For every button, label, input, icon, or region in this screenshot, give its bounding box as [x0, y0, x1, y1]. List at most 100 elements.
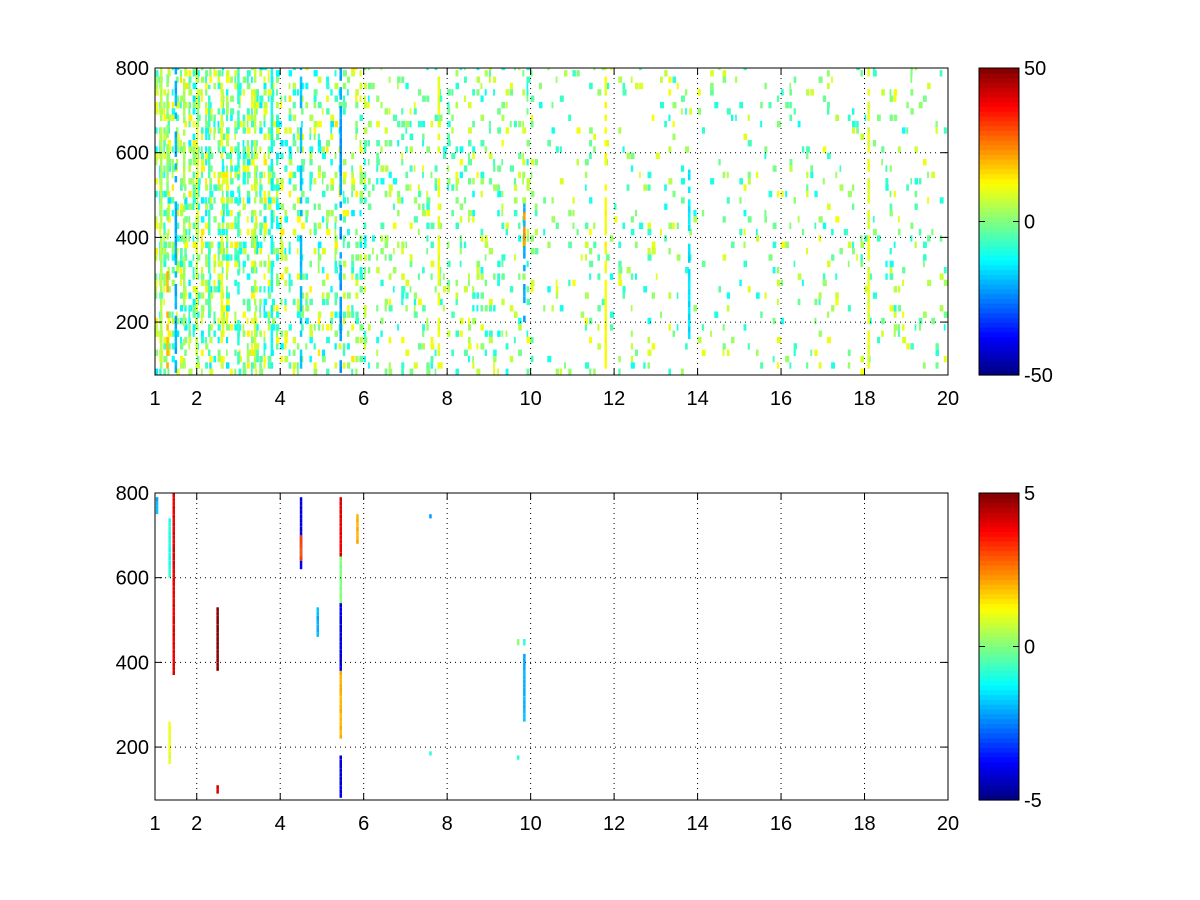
heatmap-cell [472, 209, 475, 217]
heatmap-cell [171, 114, 175, 121]
heatmap-column-cell [174, 112, 178, 119]
heatmap-cell [372, 184, 375, 191]
heatmap-cell [355, 292, 359, 299]
heatmap-cell [668, 146, 672, 153]
heatmap-column-cell [688, 326, 691, 333]
heatmap-cell [434, 349, 437, 356]
heatmap-cell [630, 305, 633, 312]
heatmap-cell [292, 228, 297, 236]
heatmap-cell [342, 101, 347, 109]
heatmap-column-cell [166, 106, 169, 113]
y-tick-label: 200 [116, 737, 149, 759]
heatmap-column-cell [688, 256, 691, 263]
heatmap-cell [589, 82, 593, 90]
heatmap-cell [255, 140, 258, 147]
heatmap-cell [668, 248, 671, 255]
heatmap-column-cell [174, 131, 178, 138]
heatmap-cell [230, 324, 234, 331]
heatmap-cell [175, 235, 180, 242]
heatmap-cell [384, 254, 387, 261]
heatmap-cell [184, 216, 188, 223]
heatmap-cell [810, 89, 815, 96]
heatmap-column-cell [299, 548, 303, 553]
heatmap-cell [276, 178, 279, 185]
heatmap-cell [359, 235, 363, 242]
heatmap-column-cell [270, 343, 274, 350]
heatmap-cell [192, 140, 196, 147]
heatmap-cell [296, 343, 300, 350]
heatmap-column-cell [270, 241, 274, 248]
heatmap-cell [376, 336, 380, 344]
heatmap-cell [192, 305, 196, 312]
heatmap-cell [743, 209, 747, 217]
heatmap-cell [159, 368, 162, 375]
heatmap-cell [526, 89, 529, 96]
heatmap-cell [443, 152, 447, 160]
heatmap-cell [597, 324, 600, 331]
heatmap-cell [246, 355, 250, 363]
heatmap-cell [355, 68, 358, 71]
heatmap-cell [155, 248, 158, 255]
heatmap-cell [209, 368, 214, 375]
heatmap-cell [409, 165, 413, 172]
heatmap-column-cell [604, 362, 607, 369]
heatmap-cell [330, 159, 333, 166]
heatmap-column-cell [604, 222, 607, 229]
heatmap-column-cell [195, 324, 198, 331]
heatmap-cell [317, 349, 321, 356]
heatmap-cell [455, 292, 459, 299]
heatmap-cell [292, 171, 297, 179]
heatmap-cell [476, 76, 481, 83]
heatmap-cell [589, 197, 593, 204]
heatmap-cell [618, 267, 623, 274]
heatmap-cell [501, 203, 504, 210]
heatmap-cell [680, 178, 685, 185]
heatmap-column-cell [299, 298, 303, 306]
heatmap-cell [209, 197, 213, 204]
heatmap-column-cell [339, 717, 342, 722]
heatmap-column-cell [237, 339, 240, 346]
heatmap-cell [902, 267, 906, 274]
heatmap-cell [317, 222, 322, 229]
heatmap-cell [238, 209, 241, 217]
heatmap-column-cell [237, 224, 240, 232]
heatmap-column-cell [270, 95, 274, 102]
heatmap-cell [539, 82, 542, 90]
heatmap-cell [209, 324, 213, 331]
heatmap-cell [259, 178, 262, 185]
heatmap-cell [522, 197, 527, 204]
heatmap-column-cell [168, 721, 171, 726]
heatmap-cell [939, 70, 943, 77]
heatmap-cell [213, 317, 216, 325]
heatmap-cell [776, 298, 779, 306]
heatmap-cell [192, 152, 197, 160]
heatmap-cell [785, 190, 788, 198]
heatmap-cell [317, 133, 320, 140]
heatmap-cell [263, 336, 266, 344]
heatmap-column-cell [316, 620, 319, 625]
heatmap-cell [217, 184, 222, 191]
colorbar-swatch [979, 728, 1019, 734]
heatmap-cell [443, 146, 447, 153]
heatmap-cell [430, 273, 433, 280]
heatmap-column-cell [339, 666, 342, 671]
heatmap-cell [288, 178, 292, 185]
heatmap-cell [205, 108, 209, 115]
heatmap-cell [359, 190, 364, 198]
heatmap-cell [643, 286, 648, 293]
heatmap-column-cell [688, 212, 691, 219]
heatmap-column-cell [339, 611, 342, 616]
heatmap-cell [192, 311, 196, 318]
heatmap-cell [576, 70, 580, 77]
heatmap-cell [447, 286, 450, 293]
heatmap-cell [359, 70, 362, 77]
heatmap-cell [242, 197, 245, 204]
heatmap-cell [897, 305, 902, 312]
heatmap-cell [355, 241, 359, 248]
heatmap-column-cell [516, 641, 520, 646]
heatmap-cell [351, 184, 356, 191]
heatmap-cell [397, 324, 399, 331]
heatmap-cell [530, 235, 534, 242]
heatmap-cell [292, 140, 297, 147]
